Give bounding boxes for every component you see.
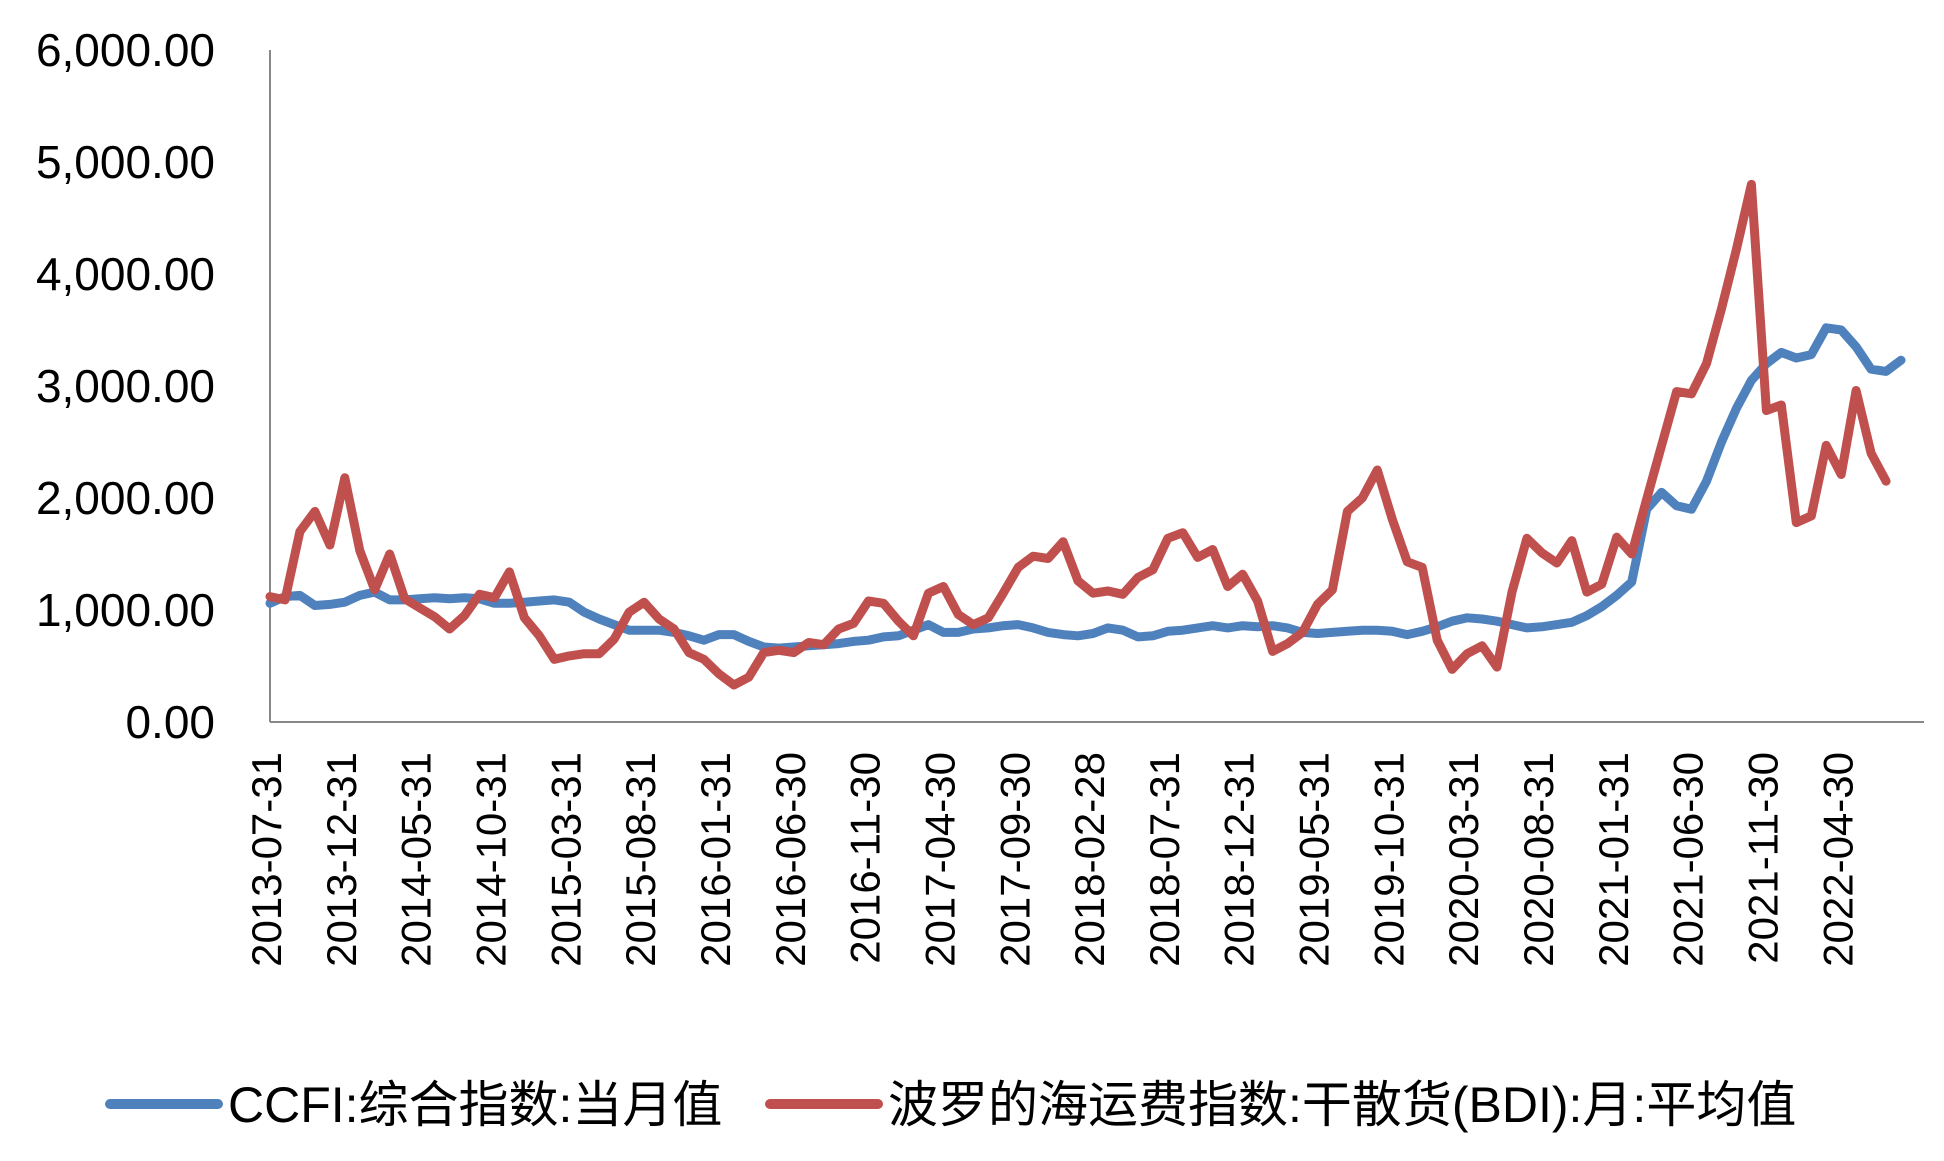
- x-tick-label: 2015-03-31: [542, 752, 589, 967]
- x-tick-label: 2015-08-31: [617, 752, 664, 967]
- legend: CCFI:综合指数:当月值 波罗的海运费指数:干散货(BDI):月:平均值: [105, 1077, 1796, 1133]
- y-tick-label: 4,000.00: [36, 248, 215, 300]
- y-tick-label: 6,000.00: [36, 24, 215, 76]
- x-tick-label: 2013-12-31: [318, 752, 365, 967]
- y-tick-label: 0.00: [125, 696, 215, 748]
- x-tick-label: 2021-06-30: [1665, 752, 1712, 967]
- x-tick-label: 2016-01-31: [692, 752, 739, 967]
- y-tick-label: 2,000.00: [36, 472, 215, 524]
- x-axis-tick-labels: 2013-07-31 2013-12-31 2014-05-31 2014-10-31…: [243, 752, 1861, 967]
- series-line-ccfi: [265, 323, 1906, 653]
- legend-label-bdi: 波罗的海运费指数:干散货(BDI):月:平均值: [888, 1077, 1796, 1133]
- x-tick-label: 2020-03-31: [1440, 752, 1487, 967]
- x-tick-label: 2019-10-31: [1365, 752, 1412, 967]
- x-tick-label: 2020-08-31: [1515, 752, 1562, 967]
- legend-label-ccfi: CCFI:综合指数:当月值: [228, 1077, 722, 1133]
- x-tick-label: 2017-04-30: [916, 752, 963, 967]
- y-tick-label: 1,000.00: [36, 584, 215, 636]
- x-tick-label: 2013-07-31: [243, 752, 290, 967]
- x-tick-label: 2019-05-31: [1291, 752, 1338, 967]
- x-tick-label: 2021-01-31: [1590, 752, 1637, 967]
- x-tick-label: 2016-11-30: [842, 752, 889, 964]
- x-tick-label: 2016-06-30: [767, 752, 814, 967]
- x-tick-label: 2021-11-30: [1739, 752, 1786, 964]
- series-lines: [265, 179, 1906, 690]
- x-tick-label: 2014-10-31: [468, 752, 515, 967]
- x-tick-label: 2018-02-28: [1066, 752, 1113, 967]
- y-tick-label: 5,000.00: [36, 136, 215, 188]
- series-line-bdi: [265, 179, 1891, 690]
- x-tick-label: 2018-12-31: [1216, 752, 1263, 967]
- x-tick-label: 2018-07-31: [1141, 752, 1188, 967]
- x-tick-label: 2014-05-31: [393, 752, 440, 967]
- x-tick-label: 2017-09-30: [991, 752, 1038, 967]
- y-tick-label: 3,000.00: [36, 360, 215, 412]
- x-tick-label: 2022-04-30: [1814, 752, 1861, 967]
- y-axis-tick-labels: 0.00 1,000.00 2,000.00 3,000.00 4,000.00 5,00…: [36, 24, 215, 748]
